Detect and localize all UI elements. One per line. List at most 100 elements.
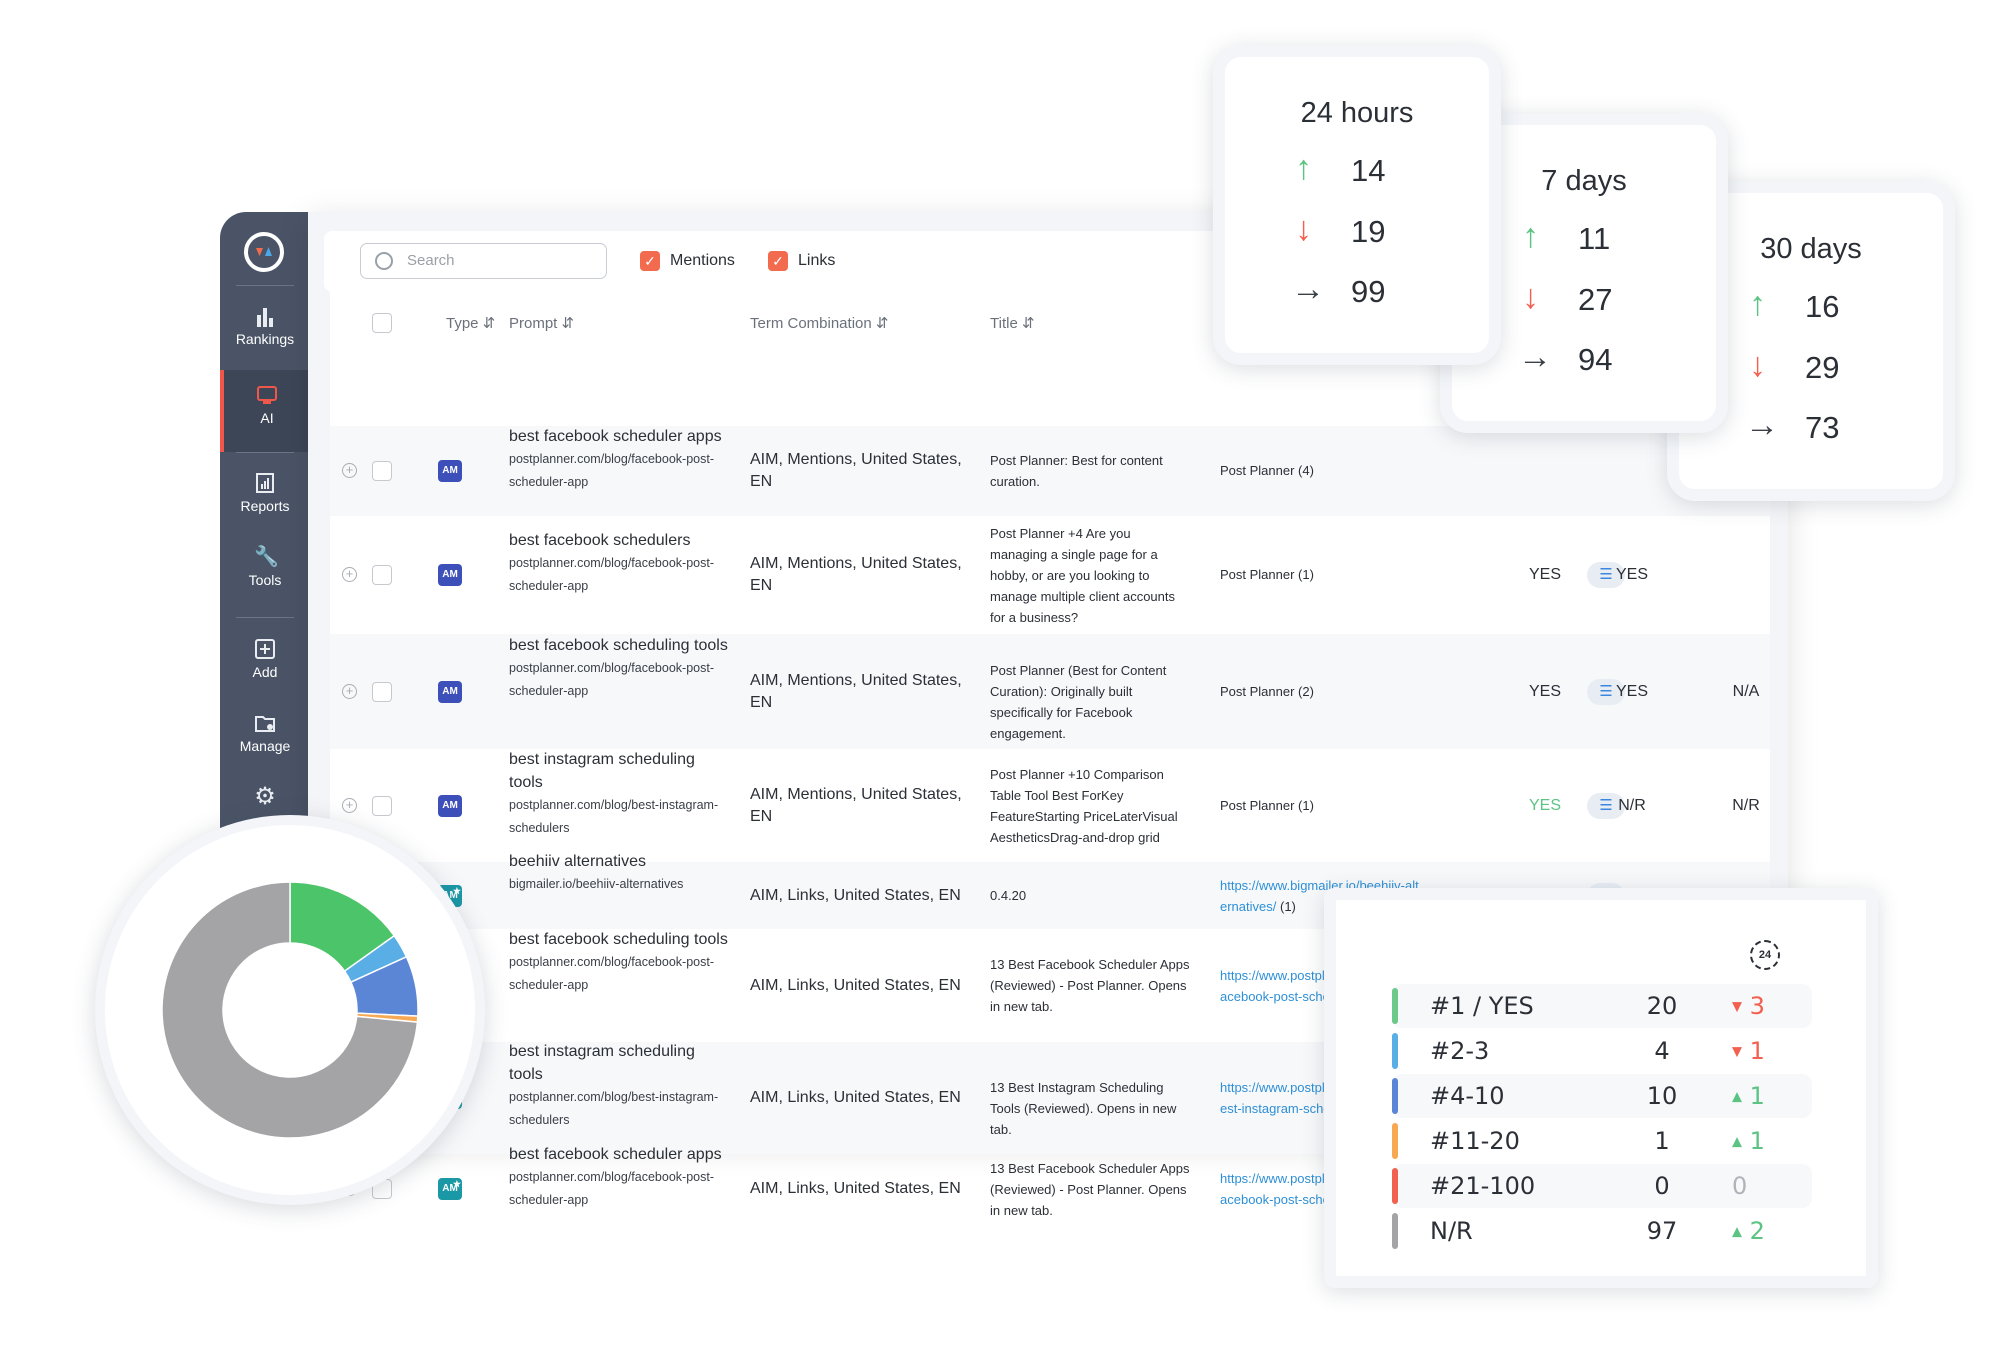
links-label: Links — [798, 252, 836, 269]
legend-label: #2-3 — [1430, 1037, 1490, 1065]
bar-chart-icon — [254, 305, 276, 327]
type-badge: AM — [438, 460, 462, 482]
column-header-title[interactable]: Title ⇵ — [990, 315, 1035, 332]
list-details-button[interactable]: ☰ — [1587, 562, 1625, 588]
legend-label: #4-10 — [1430, 1082, 1505, 1110]
legend-color-swatch — [1392, 1213, 1398, 1249]
row-checkbox[interactable] — [372, 461, 392, 481]
term-combination-cell: AIM, Mentions, United States, EN — [750, 785, 962, 825]
table-row[interactable]: + AM best facebook schedulers postplanner.c… — [330, 516, 1770, 634]
declined-count: 19 — [1351, 214, 1386, 249]
app-logo[interactable] — [244, 232, 284, 272]
arrow-up-icon: ↑ — [1295, 149, 1312, 187]
prompt-cell[interactable]: best facebook scheduling tools postplanne… — [509, 634, 729, 703]
sidebar: Rankings AI Reports 🔧 Tools Add Manage ⚙ — [220, 212, 310, 852]
search-input[interactable]: Search — [360, 243, 607, 279]
row-checkbox[interactable] — [372, 565, 392, 585]
prompt-cell[interactable]: best instagram scheduling tools postplann… — [509, 1040, 729, 1132]
row-checkbox[interactable] — [372, 681, 392, 702]
expand-row-icon[interactable]: + — [342, 683, 357, 699]
title-cell: Post Planner +4 Are you managing a singl… — [990, 525, 1175, 625]
trend-down-icon: ▼ — [1732, 1044, 1742, 1060]
trend-down-icon: ▼ — [1732, 999, 1742, 1015]
source-cell: Post Planner (4) — [1220, 463, 1314, 478]
improved-count: 16 — [1805, 289, 1840, 324]
expand-row-icon[interactable]: + — [342, 463, 357, 478]
second-check-cell: YES — [1615, 682, 1648, 700]
first-check-cell: YES — [1528, 796, 1561, 814]
legend-change: ▲ 1 — [1732, 1127, 1765, 1155]
star-icon: ★ — [452, 1179, 461, 1189]
mentions-label: Mentions — [670, 252, 735, 269]
second-check-cell: YES — [1615, 566, 1648, 583]
list-details-button[interactable]: ☰ — [1587, 792, 1625, 819]
term-combination-cell: AIM, Mentions, United States, EN — [750, 555, 962, 594]
arrow-up-icon: ↑ — [1522, 217, 1539, 255]
legend-color-swatch — [1392, 988, 1398, 1024]
prompt-cell[interactable]: best facebook scheduling tools postplanne… — [509, 928, 729, 997]
prompt-url: postplanner.com/blog/facebook-post-sched… — [509, 660, 714, 698]
sidebar-item-rankings[interactable]: Rankings — [220, 297, 310, 369]
trend-up-icon: ▲ — [1732, 1134, 1742, 1150]
sidebar-item-label: Reports — [240, 498, 290, 514]
title-cell: Post Planner (Best for Content Curation)… — [990, 663, 1167, 741]
sidebar-item-ai[interactable]: AI — [220, 370, 310, 452]
table-row[interactable]: + AM best instagram scheduling tools postpl… — [330, 749, 1770, 862]
distribution-legend-card: 24 #1 / YES 20 ▼ 3 #2-3 4 ▼ 1 #4-10 10 ▲… — [1324, 888, 1878, 1288]
term-combination-cell: AIM, Mentions, United States, EN — [750, 671, 962, 711]
settings-button[interactable]: ⚙ — [220, 778, 310, 850]
term-combination-cell: AIM, Mentions, United States, EN — [750, 451, 962, 490]
donut-chart — [161, 881, 419, 1139]
column-header-type[interactable]: Type ⇵ — [446, 315, 496, 332]
legend-value: 97 — [1646, 1217, 1678, 1245]
title-cell: 13 Best Facebook Scheduler Apps (Reviewe… — [990, 1160, 1190, 1218]
stat-card-title: 30 days — [1760, 233, 1862, 265]
donut-slice-n-r[interactable] — [161, 881, 419, 1139]
first-check-cell: YES — [1528, 566, 1561, 583]
prompt-text: best facebook scheduler apps — [509, 428, 722, 445]
prompt-url: postplanner.com/blog/best-instagram-sche… — [509, 1090, 719, 1127]
second-check-cell: N/R — [1618, 796, 1646, 814]
expand-row-icon[interactable]: + — [342, 797, 357, 813]
sidebar-item-manage[interactable]: Manage — [220, 704, 310, 776]
declined-count: 27 — [1578, 282, 1613, 317]
improved-count: 14 — [1351, 153, 1386, 188]
column-header-prompt[interactable]: Prompt ⇵ — [509, 315, 575, 332]
24-hour-history-icon[interactable]: 24 — [1750, 940, 1780, 970]
links-checkbox[interactable]: ✓ — [768, 251, 788, 271]
table-row[interactable]: + AM best facebook scheduler apps postplann… — [330, 426, 1770, 516]
legend-color-swatch — [1392, 1078, 1398, 1114]
legend-row: N/R 97 ▲ 2 — [1392, 1209, 1812, 1253]
prompt-cell[interactable]: best facebook schedulers postplanner.com/… — [509, 529, 729, 598]
divider — [236, 617, 294, 618]
prompt-cell[interactable]: best facebook scheduler apps postplanner.… — [509, 1143, 729, 1212]
row-checkbox[interactable] — [372, 795, 392, 816]
term-combination-cell: AIM, Links, United States, EN — [750, 886, 961, 904]
sidebar-item-label: Manage — [239, 738, 291, 754]
mentions-checkbox[interactable]: ✓ — [640, 251, 660, 271]
type-badge: AM — [438, 680, 462, 703]
table-row[interactable]: + AM best facebook scheduling tools postpla… — [330, 634, 1770, 749]
prompt-text: best facebook scheduling tools — [509, 930, 728, 948]
sidebar-item-tools[interactable]: 🔧 Tools — [220, 538, 310, 610]
improved-count: 11 — [1578, 221, 1611, 256]
type-badge: AM★ — [438, 1178, 462, 1200]
sidebar-item-reports[interactable]: Reports — [220, 464, 310, 536]
legend-row: #1 / YES 20 ▼ 3 — [1392, 984, 1812, 1028]
prompt-cell[interactable]: best instagram scheduling tools postplann… — [509, 748, 729, 840]
arrow-down-icon: ↓ — [1522, 278, 1539, 316]
sidebar-item-label: Rankings — [235, 331, 295, 347]
select-all-checkbox[interactable] — [372, 313, 392, 333]
prompt-url: postplanner.com/blog/facebook-post-sched… — [509, 1170, 714, 1207]
prompt-cell[interactable]: beehiiv alternatives bigmailer.io/beehiiv… — [509, 850, 729, 896]
column-header-term-combination[interactable]: Term Combination ⇵ — [750, 315, 889, 332]
legend-change: ▲ 1 — [1732, 1082, 1765, 1110]
expand-row-icon[interactable]: + — [342, 567, 357, 582]
prompt-cell[interactable]: best facebook scheduler apps postplanner.… — [509, 425, 729, 494]
list-details-button[interactable]: ☰ — [1587, 678, 1625, 705]
wrench-icon: 🔧 — [254, 546, 279, 568]
sidebar-item-add[interactable]: Add — [220, 630, 310, 702]
term-combination-cell: AIM, Links, United States, EN — [750, 976, 961, 994]
prompt-url: postplanner.com/blog/facebook-post-sched… — [509, 556, 714, 593]
legend-row: #4-10 10 ▲ 1 — [1392, 1074, 1812, 1118]
